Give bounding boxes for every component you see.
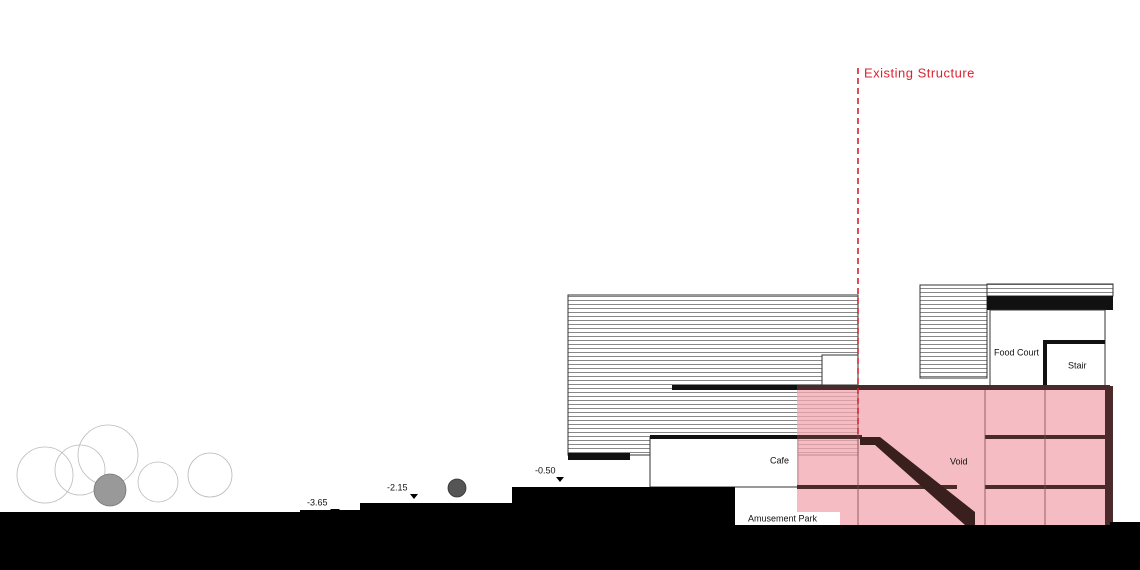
stair-wall: [1043, 340, 1105, 388]
food-court-room: [989, 309, 1106, 389]
slab: [650, 435, 798, 439]
terrace-slab: [672, 385, 798, 390]
slab: [568, 453, 630, 460]
label-bg: [740, 512, 840, 525]
level-label: -3.65: [307, 497, 328, 507]
annotation: Existing Structure: [864, 65, 975, 80]
level-marker: [330, 509, 340, 514]
room-label: Void: [950, 456, 968, 466]
ground: [0, 487, 1140, 570]
room: [821, 354, 859, 386]
room-label: Stair: [1068, 360, 1087, 370]
facade: [986, 283, 1114, 297]
roof-slab: [987, 296, 1113, 310]
void-stair: [860, 437, 975, 525]
room-label: Cafe: [770, 455, 789, 465]
level-marker: [410, 494, 418, 499]
trees: [16, 424, 467, 507]
level-label: -0.50: [535, 465, 556, 475]
facade: [919, 284, 988, 379]
room-label: Food Court: [994, 347, 1040, 357]
level-marker: [556, 477, 564, 482]
level-label: -2.15: [387, 482, 408, 492]
room-label: Amusement Park: [748, 513, 818, 523]
